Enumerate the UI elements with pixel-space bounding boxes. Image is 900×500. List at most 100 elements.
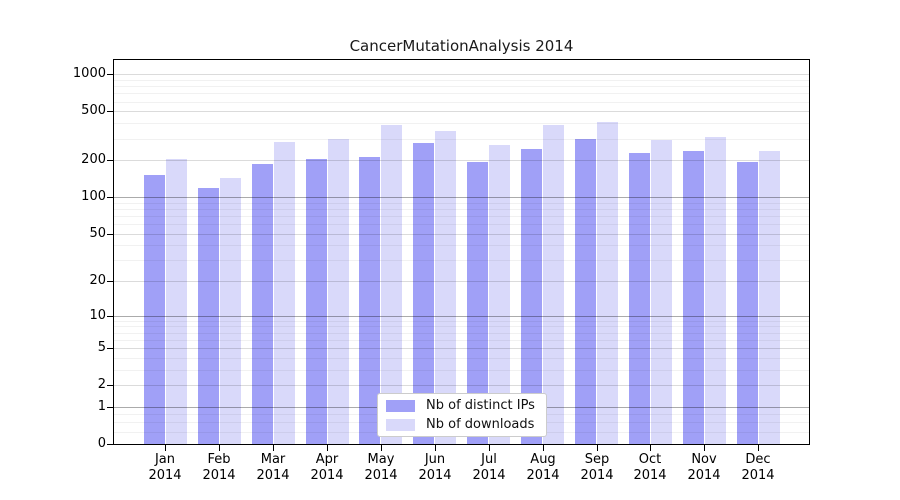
bar-downloads — [650, 139, 672, 444]
bar-downloads — [381, 124, 403, 444]
x-tick-label: Apr 2014 — [310, 452, 344, 483]
bar-downloads — [219, 177, 241, 444]
x-tick-mark — [543, 445, 544, 451]
minor-gridline — [114, 215, 809, 217]
minor-gridline — [114, 202, 809, 204]
x-tick-label: Oct 2014 — [633, 452, 667, 483]
plot-area — [113, 59, 810, 445]
minor-gridline — [114, 326, 809, 328]
y-tick-label: 500 — [81, 103, 106, 118]
legend-item-downloads: Nb of downloads — [378, 417, 546, 432]
x-tick-label: Sep 2014 — [580, 452, 614, 483]
bar-distinct-ips — [575, 138, 596, 444]
x-tick-label: Jul 2014 — [472, 452, 506, 483]
y-tick-label: 10 — [89, 308, 106, 323]
major-gridline — [114, 348, 809, 350]
y-tick-label: 0 — [97, 436, 106, 451]
minor-gridline — [114, 339, 809, 341]
decade-gridline — [114, 197, 809, 199]
bar-downloads — [758, 151, 780, 444]
bar-downloads — [165, 159, 187, 444]
legend-label: Nb of distinct IPs — [426, 398, 535, 413]
y-tick-mark — [107, 385, 113, 386]
minor-gridline — [114, 101, 809, 103]
bar-distinct-ips — [521, 148, 543, 444]
decade-gridline — [114, 315, 809, 317]
x-tick-mark — [219, 445, 220, 451]
bar-distinct-ips — [736, 161, 758, 444]
y-tick-label: 5 — [97, 340, 106, 355]
x-tick-mark — [650, 445, 651, 451]
x-tick-mark — [597, 445, 598, 451]
bar-downloads — [543, 125, 565, 444]
minor-gridline — [114, 245, 809, 247]
bar-distinct-ips — [682, 151, 704, 444]
bar-downloads — [489, 145, 511, 444]
y-tick-label: 50 — [89, 226, 106, 241]
bar-downloads — [273, 141, 295, 444]
minor-gridline — [114, 320, 809, 322]
bar-downloads — [597, 122, 618, 444]
minor-gridline — [114, 357, 809, 359]
x-tick-label: Jan 2014 — [148, 452, 182, 483]
minor-gridline — [114, 369, 809, 371]
bar-downloads — [327, 138, 349, 444]
x-tick-mark — [704, 445, 705, 451]
x-tick-label: Dec 2014 — [741, 452, 775, 483]
major-gridline — [114, 74, 809, 76]
x-tick-label: Aug 2014 — [526, 452, 560, 483]
minor-gridline — [114, 260, 809, 262]
y-tick-mark — [107, 234, 113, 235]
y-tick-mark — [107, 316, 113, 317]
minor-gridline — [114, 208, 809, 210]
x-tick-label: Mar 2014 — [256, 452, 290, 483]
y-tick-label: 2 — [97, 377, 106, 392]
bar-distinct-ips — [413, 143, 435, 444]
x-tick-mark — [327, 445, 328, 451]
bar-downloads — [704, 137, 726, 444]
x-tick-mark — [758, 445, 759, 451]
bar-distinct-ips — [251, 163, 273, 444]
major-gridline — [114, 281, 809, 283]
y-tick-mark — [107, 444, 113, 445]
y-tick-mark — [107, 160, 113, 161]
x-tick-label: Feb 2014 — [202, 452, 236, 483]
y-tick-label: 20 — [89, 273, 106, 288]
y-tick-label: 1000 — [72, 66, 106, 81]
bar-distinct-ips — [143, 175, 165, 444]
x-tick-mark — [165, 445, 166, 451]
major-gridline — [114, 111, 809, 113]
bar-distinct-ips — [305, 159, 327, 444]
minor-gridline — [114, 123, 809, 125]
y-tick-mark — [107, 74, 113, 75]
minor-gridline — [114, 80, 809, 81]
minor-gridline — [114, 86, 809, 88]
legend: Nb of distinct IPs Nb of downloads — [377, 393, 547, 437]
y-tick-label: 200 — [81, 152, 106, 167]
y-tick-label: 100 — [81, 189, 106, 204]
major-gridline — [114, 160, 809, 162]
legend-label: Nb of downloads — [426, 417, 535, 432]
major-gridline — [114, 385, 809, 387]
chart-title: CancerMutationAnalysis 2014 — [349, 37, 574, 55]
x-tick-mark — [435, 445, 436, 451]
y-tick-mark — [107, 111, 113, 112]
y-tick-mark — [107, 281, 113, 282]
x-tick-label: Jun 2014 — [418, 452, 452, 483]
y-tick-mark — [107, 407, 113, 408]
minor-gridline — [114, 138, 809, 140]
bar-distinct-ips — [628, 152, 650, 444]
minor-gridline — [114, 224, 809, 225]
x-tick-label: Nov 2014 — [687, 452, 721, 483]
minor-gridline — [114, 332, 809, 334]
bar-downloads — [435, 130, 457, 444]
x-tick-label: May 2014 — [364, 452, 398, 483]
bar-distinct-ips — [197, 188, 219, 444]
x-tick-mark — [489, 445, 490, 451]
bar-distinct-ips — [359, 156, 381, 444]
x-tick-mark — [381, 445, 382, 451]
distinct-ips-swatch — [386, 399, 415, 412]
legend-item-distinct-ips: Nb of distinct IPs — [378, 398, 546, 413]
y-tick-mark — [107, 348, 113, 349]
